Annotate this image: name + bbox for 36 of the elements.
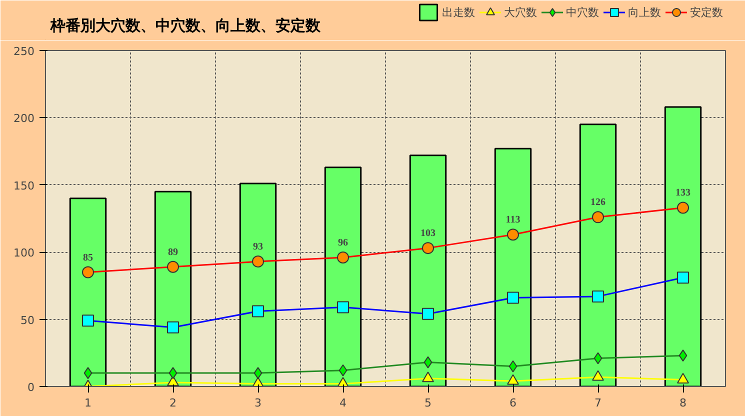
- point: [592, 370, 604, 381]
- y-tick-label: 0: [28, 381, 34, 394]
- x-tick-label: 7: [594, 396, 602, 410]
- point: [507, 374, 519, 385]
- legend-label: 大穴数: [504, 4, 537, 20]
- x-tick-label: 5: [424, 396, 432, 410]
- legend-label: 中穴数: [566, 4, 599, 20]
- x-tick-label: 2: [170, 396, 176, 410]
- x-tick-label: 3: [254, 396, 262, 410]
- x-tick-label: 8: [680, 396, 686, 410]
- data-label: 85: [83, 252, 93, 264]
- bar: [239, 182, 277, 386]
- legend-label: 向上数: [628, 4, 661, 20]
- chart-title: 枠番別大穴数、中穴数、向上数、安定数: [50, 16, 322, 34]
- data-label: 133: [676, 188, 690, 199]
- y-tick-label: 200: [14, 112, 35, 126]
- point: [677, 372, 689, 384]
- data-label: 126: [590, 197, 606, 208]
- data-label: 96: [338, 237, 348, 248]
- x-tick-label: 4: [340, 396, 346, 410]
- data-label: 103: [420, 228, 436, 240]
- y-tick-label: 100: [14, 246, 35, 260]
- x-tick-label: 6: [510, 396, 516, 410]
- bar: [324, 166, 362, 386]
- data-label: 93: [253, 242, 263, 253]
- point: [422, 372, 434, 382]
- data-label: 113: [506, 214, 520, 226]
- bar: [154, 190, 192, 386]
- y-tick-label: 250: [14, 45, 35, 58]
- legend-label: 出走数: [442, 4, 475, 20]
- data-label: 89: [168, 246, 178, 258]
- y-tick-label: 150: [14, 179, 35, 192]
- x-tick-label: 1: [84, 396, 92, 410]
- legend-label: 安定数: [690, 4, 723, 20]
- y-tick-label: 50: [20, 314, 35, 327]
- bar: [69, 198, 107, 386]
